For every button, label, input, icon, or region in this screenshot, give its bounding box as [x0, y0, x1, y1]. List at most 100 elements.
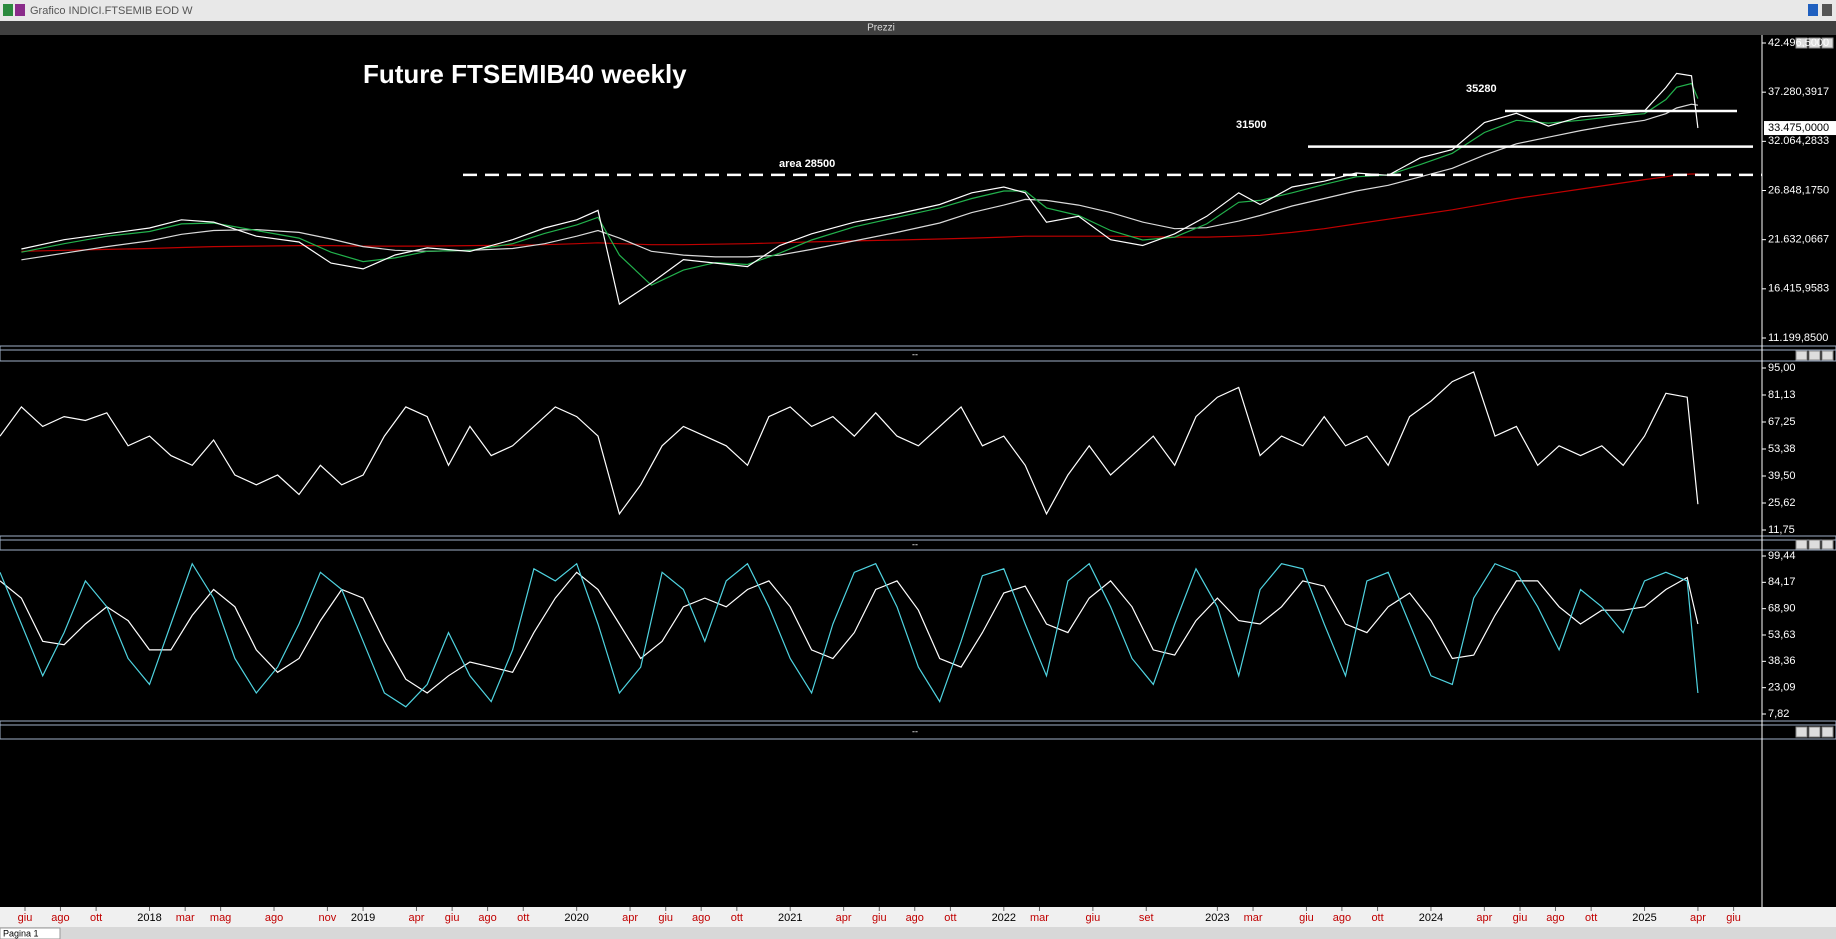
x-tick-label: giu: [18, 912, 33, 924]
x-tick-label: giu: [1726, 912, 1741, 924]
app-icon: [15, 4, 25, 16]
x-tick-label: apr: [836, 912, 852, 924]
separator: [0, 720, 1836, 726]
y-tick-label: 32.064,2833: [1768, 135, 1829, 147]
pane-button[interactable]: [1821, 37, 1834, 49]
y-tick-label: 42.496,5000: [1768, 37, 1829, 49]
pane-button[interactable]: [1808, 37, 1821, 49]
separator: [0, 345, 1836, 351]
time-axis: [0, 907, 1836, 927]
x-tick-label: giu: [658, 912, 673, 924]
pane-title: Prezzi: [867, 23, 895, 34]
tab-bar: [0, 927, 1836, 939]
y-tick-label: 23,09: [1768, 682, 1796, 694]
series-line: [0, 571, 1699, 694]
x-tick-label: apr: [1690, 912, 1706, 924]
x-tick-label: ago: [1546, 912, 1564, 924]
separators: [0, 345, 1836, 740]
x-tick-label: ago: [1333, 912, 1351, 924]
x-tick-label: mar: [1030, 912, 1049, 924]
x-tick-label: 2021: [778, 912, 802, 924]
window-button[interactable]: [1822, 4, 1832, 16]
pane-button[interactable]: [1808, 350, 1821, 361]
level-label: area 28500: [779, 158, 835, 170]
grip: --: [912, 349, 918, 359]
x-tick-label: 2022: [992, 912, 1016, 924]
x-tick-label: ago: [478, 912, 496, 924]
x-tick-label: mar: [1244, 912, 1263, 924]
separator: [0, 539, 1836, 551]
last-price-box: [1764, 121, 1836, 136]
x-tick-label: nov: [319, 912, 337, 924]
series-line: [21, 103, 1698, 261]
x-tick-label: ott: [731, 912, 743, 924]
x-tick-label: apr: [409, 912, 425, 924]
x-tick-label: giu: [1513, 912, 1528, 924]
level-label: 35280: [1466, 83, 1497, 95]
series-line: [21, 72, 1699, 306]
series-line: [0, 562, 1699, 708]
y-tick-label: 81,13: [1768, 389, 1796, 401]
pane-button[interactable]: [1795, 350, 1808, 361]
y-tick-label: 84,17: [1768, 576, 1796, 588]
y-tick-label: 53,63: [1768, 629, 1796, 641]
x-tick-label: mar: [176, 912, 195, 924]
series-line: [0, 371, 1699, 516]
y-tick-label: 21.632,0667: [1768, 234, 1829, 246]
x-tick-label: 2019: [351, 912, 375, 924]
grip: --: [912, 539, 918, 549]
x-tick-label: ago: [265, 912, 283, 924]
y-tick-label: 53,38: [1768, 443, 1796, 455]
x-tick-label: ott: [517, 912, 529, 924]
window-button[interactable]: [1808, 4, 1818, 16]
y-tick-label: 11,75: [1768, 524, 1795, 536]
tab[interactable]: [0, 927, 61, 939]
x-tick-label: ott: [944, 912, 956, 924]
y-tick-label: 95,00: [1768, 362, 1796, 374]
y-tick-label: 11.199,8500: [1768, 332, 1828, 344]
y-tick-label: 25,62: [1768, 497, 1796, 509]
pane-button[interactable]: [1795, 37, 1808, 49]
x-tick-label: ott: [1585, 912, 1597, 924]
y-tick-label: 16.415,9583: [1768, 283, 1829, 295]
last-price-label: 33.475,0000: [1768, 122, 1829, 134]
x-tick-label: ago: [692, 912, 710, 924]
x-tick-label: set: [1139, 912, 1154, 924]
x-tick-label: apr: [622, 912, 638, 924]
grip: --: [912, 726, 918, 736]
y-tick-label: 37.280,3917: [1768, 86, 1829, 98]
title-bar: [0, 0, 1836, 21]
separator-grips: -- -- --: [912, 349, 918, 736]
app-icon: [3, 4, 13, 16]
y-tick-label: 99,44: [1768, 550, 1796, 562]
pane-button[interactable]: [1795, 726, 1808, 738]
plot: 11.199,8500 16.415,9583 21.632,0667 26.848,…: [0, 37, 1836, 924]
pane-button[interactable]: [1808, 539, 1821, 550]
x-tick-label: 2018: [137, 912, 161, 924]
level-label: 31500: [1236, 119, 1267, 131]
x-tick-label: ott: [90, 912, 102, 924]
pane-buttons: [1795, 37, 1834, 738]
x-tick-label: giu: [1299, 912, 1314, 924]
pane-button[interactable]: [1821, 539, 1834, 550]
x-tick-label: mag: [210, 912, 231, 924]
separator: [0, 724, 1836, 740]
pane-button[interactable]: [1808, 726, 1821, 738]
pane-button[interactable]: [1821, 350, 1834, 361]
pane-button[interactable]: [1821, 726, 1834, 738]
window-title: Grafico INDICI.FTSEMIB EOD W: [30, 5, 193, 17]
series-line: [21, 173, 1698, 252]
x-tick-label: giu: [1086, 912, 1101, 924]
y-tick-label: 26.848,1750: [1768, 184, 1829, 196]
y-tick-label: 38,36: [1768, 655, 1796, 667]
y-tick-label: 39,50: [1768, 470, 1796, 482]
y-tick-label: 67,25: [1768, 416, 1796, 428]
pane-button[interactable]: [1795, 539, 1808, 550]
x-tick-label: apr: [1476, 912, 1492, 924]
x-tick-label: ago: [51, 912, 69, 924]
separator: [0, 349, 1836, 362]
x-tick-label: 2025: [1632, 912, 1656, 924]
